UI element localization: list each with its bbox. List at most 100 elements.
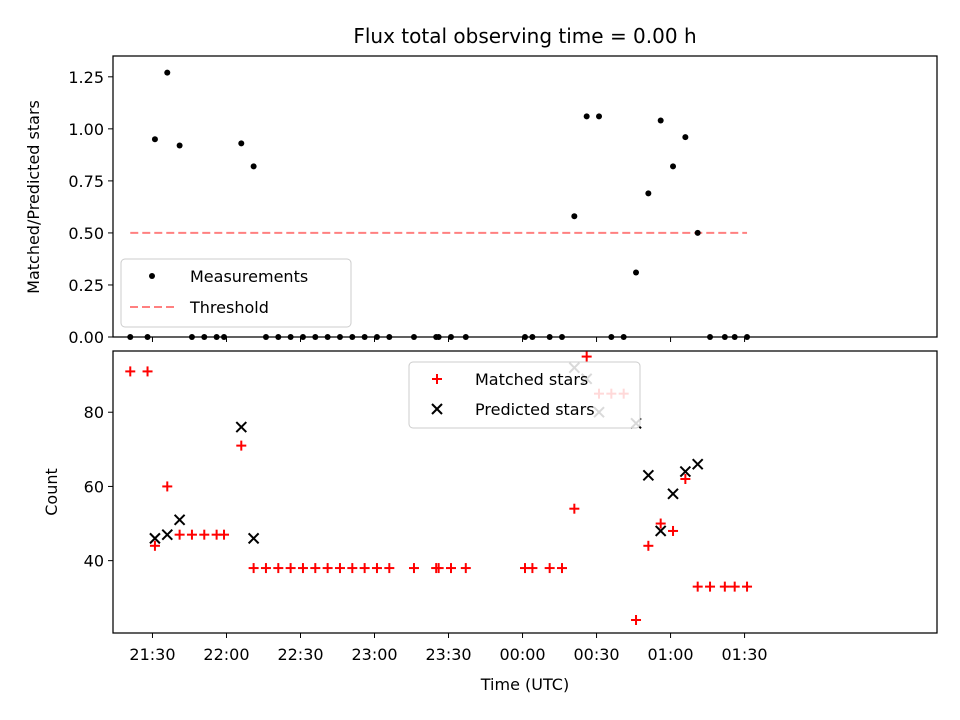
matched-star-point [273, 563, 284, 574]
matched-star-point [310, 563, 321, 574]
matched-star-point [334, 563, 345, 574]
predicted-star-point [691, 458, 704, 470]
measurement-point [670, 163, 677, 170]
matched-star-point [705, 581, 716, 592]
measurement-point [151, 136, 158, 143]
measurement-point [238, 140, 245, 147]
measurement-point [373, 334, 380, 340]
top-y-tick-label: 0.75 [68, 172, 104, 191]
matched-star-point [384, 563, 395, 574]
matched-star-point [544, 563, 555, 574]
measurement-point [529, 334, 536, 340]
legend-matched-marker [432, 374, 442, 384]
chart-title: Flux total observing time = 0.00 h [353, 24, 696, 48]
measurement-point [312, 334, 319, 340]
x-tick-label: 01:00 [648, 645, 694, 664]
matched-star-point [581, 351, 592, 362]
x-tick-label: 00:30 [573, 645, 619, 664]
measurement-point [410, 334, 417, 340]
measurement-point [176, 142, 183, 149]
measurement-point [361, 334, 368, 340]
measurement-point [682, 134, 689, 141]
measurement-point [299, 334, 306, 340]
measurement-point [386, 334, 393, 340]
x-tick-label: 23:00 [351, 645, 397, 664]
predicted-star-point [654, 525, 667, 537]
matched-star-point [149, 540, 160, 551]
matched-star-point [643, 540, 654, 551]
top-y-tick-label: 1.00 [68, 120, 104, 139]
measurement-point [250, 163, 257, 170]
matched-star-point [408, 563, 419, 574]
x-tick-label: 01:30 [722, 645, 768, 664]
measurement-point [522, 334, 528, 340]
bottom-legend: Matched stars Predicted stars [408, 361, 641, 429]
measurement-point [608, 334, 615, 340]
measurement-point [657, 117, 664, 124]
measurement-point [262, 334, 269, 340]
predicted-star-point [235, 421, 247, 433]
matched-star-point [142, 366, 153, 377]
matched-star-point [680, 474, 691, 485]
measurement-point [324, 334, 331, 340]
top-legend: Measurements Threshold [120, 258, 352, 328]
bottom-y-tick-label: 60 [84, 477, 104, 496]
bottom-axes-frame [112, 350, 938, 634]
measurement-point [744, 334, 751, 340]
matched-star-point [371, 563, 382, 574]
matched-star-point [162, 481, 173, 492]
measurement-point [188, 334, 195, 340]
bottom-legend-box [408, 361, 641, 429]
top-y-tick-label: 0.50 [68, 224, 104, 243]
legend-predicted-marker [431, 403, 443, 415]
top-legend-box [120, 258, 352, 328]
matched-star-point [125, 366, 136, 377]
measurement-point [144, 334, 151, 340]
matched-star-point [322, 563, 333, 574]
measurement-point [275, 334, 282, 340]
matched-star-point [186, 529, 197, 540]
measurement-point [127, 334, 134, 340]
measurement-point [721, 334, 728, 340]
predicted-star-point [149, 532, 161, 545]
predicted-star-point [667, 488, 679, 500]
predicted-star-point [679, 465, 692, 478]
matched-star-point [285, 563, 296, 574]
legend-matched-label: Matched stars [475, 370, 588, 389]
x-tick-label: 00:00 [499, 645, 545, 664]
top-y-tick-label: 0.25 [68, 276, 104, 295]
measurement-point [213, 334, 220, 340]
matched-star-point [729, 581, 740, 592]
predicted-star-point [173, 514, 186, 526]
matched-star-point [219, 529, 230, 540]
matched-star-point [692, 581, 703, 592]
measurement-point [164, 69, 171, 76]
measurement-point [559, 334, 566, 340]
measurement-point [707, 334, 714, 340]
measurement-point [201, 334, 208, 340]
top-y-tick-label: 0.00 [68, 328, 104, 347]
top-y-tick-label: 1.25 [68, 68, 104, 87]
bottom-y-tick-label: 80 [84, 403, 104, 422]
bottom-y-tick-label: 40 [84, 552, 104, 571]
measurement-point [221, 334, 228, 340]
matched-star-point [174, 529, 185, 540]
measurement-point [645, 190, 652, 197]
top-y-axis-label: Matched/Predicted stars [24, 100, 43, 294]
matched-star-point [631, 615, 642, 626]
bottom-panel: Count Time (UTC) 40 60 80 21:30 22:00 22:30 2… [42, 350, 938, 694]
legend-measurements-label: Measurements [190, 267, 308, 286]
measurement-point [596, 113, 603, 120]
matched-star-point [557, 563, 568, 574]
measurement-point [462, 334, 469, 340]
predicted-star-point [247, 532, 260, 545]
x-tick-label: 23:30 [425, 645, 471, 664]
predicted-star-point [642, 469, 655, 482]
measurement-point [633, 269, 640, 276]
matched-star-point [527, 563, 538, 574]
matched-star-point [248, 563, 259, 574]
measurement-point [447, 334, 454, 340]
matched-star-point [445, 563, 456, 574]
matched-star-point [719, 581, 730, 592]
